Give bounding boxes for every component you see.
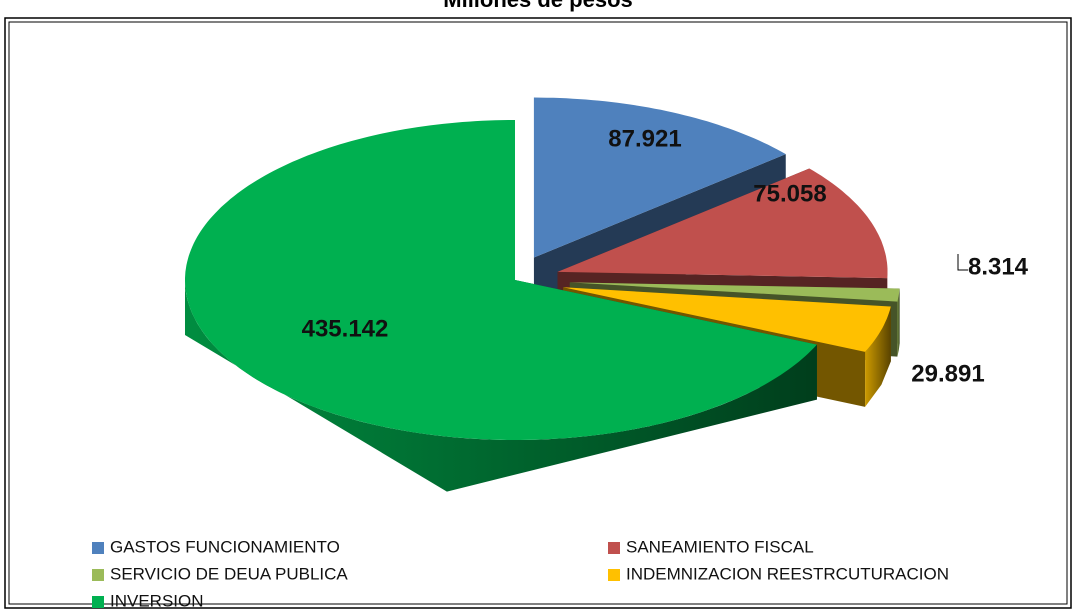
slice-side [865, 306, 891, 407]
slice [557, 168, 888, 279]
legend-swatch [608, 569, 620, 581]
legend-swatch [608, 542, 620, 554]
slice [185, 120, 817, 440]
legend-swatch [92, 596, 104, 608]
data-label: 87.921 [608, 125, 681, 152]
data-label: 435.142 [302, 315, 389, 342]
legend-label: INDEMNIZACION REESTRCUTURACION [626, 564, 949, 583]
plot-border [8, 21, 1068, 605]
legend-swatch [92, 569, 104, 581]
slice [569, 282, 900, 302]
leader-line [957, 254, 968, 271]
legend-label: INVERSION [110, 591, 204, 610]
data-label: 8.314 [968, 253, 1029, 280]
legend-label: SERVICIO DE DEUA PUBLICA [110, 564, 348, 583]
slice-side [185, 280, 817, 492]
slice [563, 287, 891, 352]
legend-label: SANEAMIENTO FISCAL [626, 537, 814, 556]
slice [533, 97, 786, 258]
pie: 87.921 75.058 8.314 29.891 435.142 [185, 97, 1029, 492]
chart-title: Millones de pesos [443, 0, 633, 12]
slice-side [897, 288, 900, 357]
data-label: 75.058 [753, 180, 826, 207]
legend-label: GASTOS FUNCIONAMIENTO [110, 537, 340, 556]
data-label: 29.891 [911, 360, 984, 387]
legend-swatch [92, 542, 104, 554]
